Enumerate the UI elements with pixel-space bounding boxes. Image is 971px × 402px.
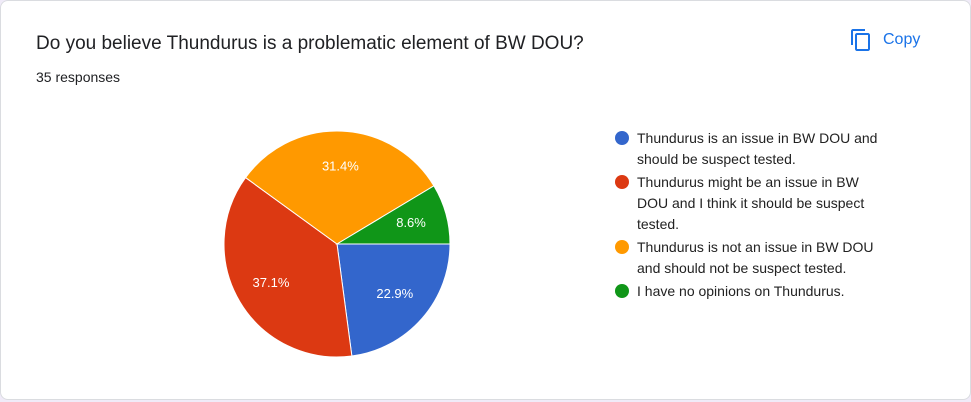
legend-swatch [615, 175, 629, 189]
pie-slice [336, 243, 451, 357]
slice-label: 8.6% [396, 215, 426, 230]
legend-label: I have no opinions on Thundurus. [637, 283, 845, 299]
pie-slice [223, 176, 353, 358]
response-count: 35 responses [36, 69, 121, 85]
legend-swatch [615, 131, 629, 145]
pie-slice [335, 185, 451, 245]
copy-icon [851, 29, 870, 51]
copy-button[interactable]: Copy [849, 28, 920, 52]
legend-swatch [615, 284, 629, 298]
legend-item: Thundurus might be an issue in BW DOU an… [613, 172, 893, 235]
legend-item: Thundurus is an issue in BW DOU and shou… [613, 128, 893, 170]
legend-label: Thundurus is an issue in BW DOU and shou… [637, 130, 878, 167]
pie-chart: 22.9% 37.1% 31.4% 8.6% [223, 130, 451, 358]
chart-title: Do you believe Thundurus is a problemati… [36, 33, 584, 54]
legend-label: Thundurus is not an issue in BW DOU and … [637, 239, 874, 276]
legend-label: Thundurus might be an issue in BW DOU an… [637, 174, 865, 232]
slice-label: 37.1% [253, 275, 290, 290]
legend: Thundurus is an issue in BW DOU and shou… [613, 128, 893, 304]
copy-label: Copy [883, 31, 921, 48]
legend-item: I have no opinions on Thundurus. [613, 281, 893, 302]
slice-label: 31.4% [322, 159, 359, 174]
legend-item: Thundurus is not an issue in BW DOU and … [613, 237, 893, 279]
pie-slice [244, 130, 435, 245]
legend-swatch [615, 240, 629, 254]
slice-label: 22.9% [376, 286, 413, 301]
